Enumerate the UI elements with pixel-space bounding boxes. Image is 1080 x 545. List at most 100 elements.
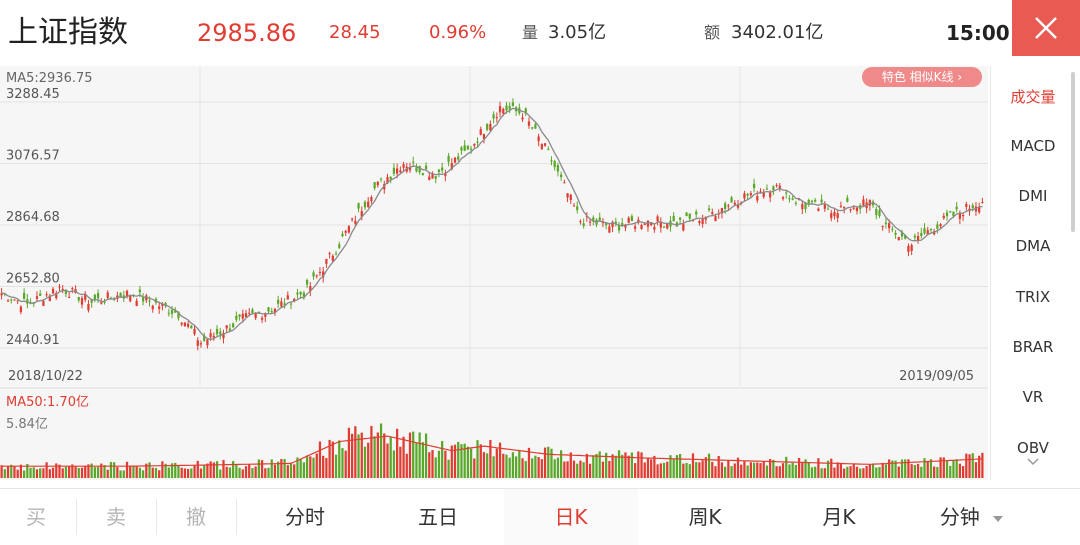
volume-bar bbox=[170, 463, 174, 478]
candle-body bbox=[868, 199, 871, 206]
volume-bar bbox=[740, 464, 743, 478]
volume-bar bbox=[669, 455, 672, 478]
volume-bar bbox=[588, 463, 592, 478]
index-title: 上证指数 bbox=[8, 15, 128, 50]
candle-body bbox=[479, 129, 482, 135]
indicator-vr[interactable]: VR bbox=[1022, 388, 1044, 406]
kline-chart-panel[interactable]: MA5:2936.75 3288.45 3076.57 2864.68 2652.80 2… bbox=[0, 66, 988, 480]
volume-bar bbox=[476, 440, 479, 478]
candle-body bbox=[148, 300, 151, 302]
candle-body bbox=[270, 311, 273, 313]
volume-bar bbox=[180, 467, 183, 478]
volume-bar bbox=[653, 455, 656, 478]
volume-bar bbox=[920, 466, 923, 478]
sell-button[interactable]: 卖 bbox=[106, 505, 126, 529]
candle-body bbox=[569, 194, 572, 200]
candle-body bbox=[958, 212, 962, 219]
price-change: 28.45 bbox=[329, 22, 381, 43]
tab-minute-label: 分钟 bbox=[939, 505, 980, 529]
indicator-volume[interactable]: 成交量 bbox=[1010, 88, 1056, 106]
volume-bar bbox=[45, 462, 48, 478]
price-change-pct: 0.96% bbox=[429, 22, 487, 43]
candle-body bbox=[807, 200, 810, 205]
volume-bar bbox=[855, 466, 859, 478]
volume-bar bbox=[257, 459, 260, 478]
volume-bar bbox=[431, 450, 434, 478]
volume-bar bbox=[900, 459, 904, 478]
candle-body bbox=[347, 226, 351, 233]
volume-bar bbox=[145, 463, 148, 478]
volume-bar bbox=[212, 462, 215, 478]
volume-bar bbox=[248, 464, 251, 478]
divider bbox=[236, 499, 237, 535]
candle-body bbox=[920, 232, 923, 236]
candle-body bbox=[119, 292, 122, 298]
candle-body bbox=[775, 185, 778, 187]
candle-body bbox=[527, 121, 531, 126]
candle-body bbox=[106, 292, 109, 298]
volume-bar bbox=[235, 464, 238, 478]
candle-body bbox=[222, 333, 225, 339]
candle-body bbox=[386, 177, 389, 184]
candle-body bbox=[322, 271, 325, 278]
volume-bar bbox=[881, 462, 884, 478]
tab-intraday[interactable]: 分时 bbox=[285, 505, 325, 529]
tab-weekly-k[interactable]: 周K bbox=[688, 505, 722, 529]
volume-bar bbox=[148, 462, 151, 478]
volume-bar bbox=[720, 462, 724, 478]
candle-body bbox=[341, 233, 344, 237]
volume-bar bbox=[6, 465, 10, 478]
candle-body bbox=[457, 156, 460, 160]
tab-daily-k[interactable]: 日K bbox=[504, 489, 638, 545]
indicator-dmi[interactable]: DMI bbox=[1018, 187, 1048, 205]
candle-body bbox=[183, 322, 187, 327]
volume-bar bbox=[71, 464, 74, 478]
candle-body bbox=[614, 221, 617, 224]
volume-bar bbox=[492, 456, 495, 478]
volume-bar bbox=[238, 467, 241, 478]
tab-five-day[interactable]: 五日 bbox=[418, 505, 458, 529]
indicator-trix[interactable]: TRIX bbox=[1015, 288, 1051, 306]
similar-kline-badge[interactable]: 特色 相似K线 › bbox=[862, 67, 982, 87]
y-tick-label: 2652.80 bbox=[6, 271, 60, 286]
candle-body bbox=[293, 298, 296, 302]
indicator-sidebar: 成交量 MACD DMI DMA TRIX BRAR VR OBV bbox=[990, 66, 1080, 480]
volume-bar bbox=[859, 468, 862, 478]
indicator-macd[interactable]: MACD bbox=[1010, 137, 1056, 155]
volume-bar bbox=[929, 459, 933, 478]
volume-bar bbox=[514, 456, 518, 478]
candle-body bbox=[103, 301, 106, 303]
volume-bar bbox=[974, 462, 978, 478]
volume-bar bbox=[724, 466, 727, 478]
buy-button[interactable]: 买 bbox=[26, 505, 46, 529]
sidebar-scrollbar[interactable] bbox=[1071, 72, 1075, 232]
volume-bar bbox=[87, 464, 90, 478]
candle-body bbox=[566, 193, 569, 198]
volume-bar bbox=[215, 461, 219, 478]
volume-bar bbox=[447, 459, 450, 478]
volume-bar bbox=[479, 444, 482, 478]
volume-bar bbox=[633, 463, 637, 478]
indicator-brar[interactable]: BRAR bbox=[1012, 338, 1054, 356]
volume-bar bbox=[113, 462, 116, 478]
indicator-dma[interactable]: DMA bbox=[1015, 237, 1051, 255]
cancel-order-button[interactable]: 撤 bbox=[186, 505, 206, 529]
volume-bar bbox=[219, 469, 222, 478]
candle-body bbox=[492, 114, 495, 119]
ma5-line bbox=[1, 107, 983, 341]
volume-bar bbox=[527, 447, 531, 478]
volume-bar bbox=[814, 466, 817, 478]
candle-body bbox=[402, 164, 405, 168]
candle-body bbox=[839, 205, 843, 207]
volume-bar bbox=[203, 465, 206, 478]
volume-bar bbox=[560, 450, 563, 478]
indicator-obv[interactable]: OBV bbox=[1017, 439, 1049, 457]
volume-bar bbox=[865, 465, 868, 478]
tab-monthly-k[interactable]: 月K bbox=[822, 505, 856, 529]
close-button[interactable] bbox=[1012, 0, 1080, 56]
candle-body bbox=[170, 309, 174, 314]
volume-bar bbox=[421, 442, 424, 478]
volume-bar bbox=[907, 459, 910, 478]
tab-minute[interactable]: 分钟 bbox=[916, 489, 1028, 545]
candle-body bbox=[817, 208, 820, 211]
